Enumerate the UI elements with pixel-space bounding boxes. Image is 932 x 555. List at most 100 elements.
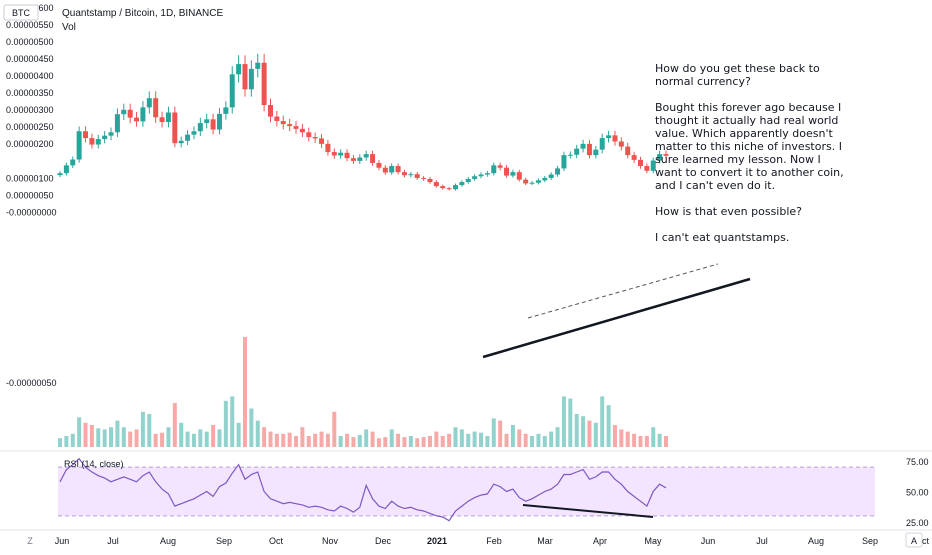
volume-bar [83,422,88,447]
time-axis-tick: Nov [322,536,339,546]
candle-body [165,112,171,123]
candle-body [427,178,433,183]
candle-body [440,186,446,189]
volume-bar [619,429,624,447]
volume-bar [600,396,605,447]
volume-bar [542,436,547,447]
candle-body [452,185,458,190]
candle-body [580,143,586,149]
price-axis-tick: 0.00000450 [6,54,54,64]
volume-bar [396,433,401,447]
volume-bar [172,403,177,447]
volume-bar [185,431,190,447]
candle-body [108,132,114,136]
price-axis-tick: 0.00000300 [6,105,54,115]
candle-body [497,165,503,168]
candle-body [586,143,592,156]
rsi-divergence-line[interactable] [522,504,654,518]
volume-bar [561,396,566,447]
time-axis-tick: Dec [375,536,392,546]
candle-body [287,124,293,127]
volume-bar [236,422,241,447]
volume-bar [58,438,62,447]
candle-body [459,182,465,186]
rsi-series-line [59,457,667,522]
candle-body [465,178,471,183]
zoom-reset-icon[interactable]: Z [27,536,33,546]
candle-body [529,182,535,184]
auto-scale-button[interactable] [905,532,923,548]
candle-body [376,162,382,168]
volume-bar [459,429,464,447]
candle-body [95,139,101,145]
candle-body [338,152,344,156]
price-axis-tick: 0.00000250 [6,122,54,132]
candle-body [491,165,497,174]
candle-body [242,64,248,90]
volume-bar [376,438,381,447]
support-trendline[interactable] [482,277,751,359]
volume-bar [638,436,643,447]
volume-bar [370,431,375,447]
candle-body [255,62,261,69]
candle-body [446,188,452,190]
candle-body [395,166,401,173]
candle-body [236,64,242,75]
currency-badge[interactable] [3,4,39,21]
volume-bar [115,420,120,447]
volume-bar [612,425,617,447]
candle-body [204,119,210,124]
volume-bar [204,431,209,447]
volume-bar [351,437,356,447]
candle-body [229,74,235,108]
candle-body [63,165,69,174]
candle-body [612,135,618,142]
volume-bar [447,433,452,447]
candle-body [548,174,554,178]
volume-bar [657,433,662,447]
volume-bar [421,437,426,447]
time-axis-tick: Jun [55,536,70,546]
volume-bar [325,433,330,447]
volume-bar [313,433,318,447]
candle-body [657,154,663,161]
candle-body [408,174,414,176]
candle-body [185,134,191,141]
candle-body [261,62,267,105]
candle-body [389,166,395,173]
volume-bar [147,414,152,447]
volume-bar [102,429,107,447]
candle-body [606,135,612,139]
candle-body [618,141,624,147]
candle-body [274,116,280,122]
candle-body [146,98,152,108]
volume-bar [70,433,75,447]
time-axis-tick: Aug [808,536,824,546]
volume-bar [574,414,579,447]
candle-body [223,107,229,114]
volume-bar [274,433,279,447]
candle-body [191,131,197,135]
rsi-legend-label: RSI (14, close) [64,459,124,469]
time-axis-tick: Sep [862,536,878,546]
dashed-channel-line[interactable] [527,263,719,319]
time-axis-tick: Apr [593,536,607,546]
volume-bar [109,427,114,447]
candle-body [134,117,140,122]
volume-bar [389,429,394,447]
volume-bar [549,431,554,447]
candle-body [76,131,82,160]
chart-annotation-note[interactable]: How do you get these back to normal curr… [655,62,844,244]
volume-bar [415,438,420,447]
candle-body [516,172,522,180]
rsi-axis-tick: 50.00 [906,488,929,498]
volume-bar [453,427,458,447]
volume-bar [427,436,432,447]
auto-scale-label: A [911,536,917,546]
price-axis-tick: 0.00000200 [6,139,54,149]
candle-body [210,119,216,130]
candle-body [478,174,484,177]
rsi-band [58,467,875,516]
candle-body [625,146,631,156]
